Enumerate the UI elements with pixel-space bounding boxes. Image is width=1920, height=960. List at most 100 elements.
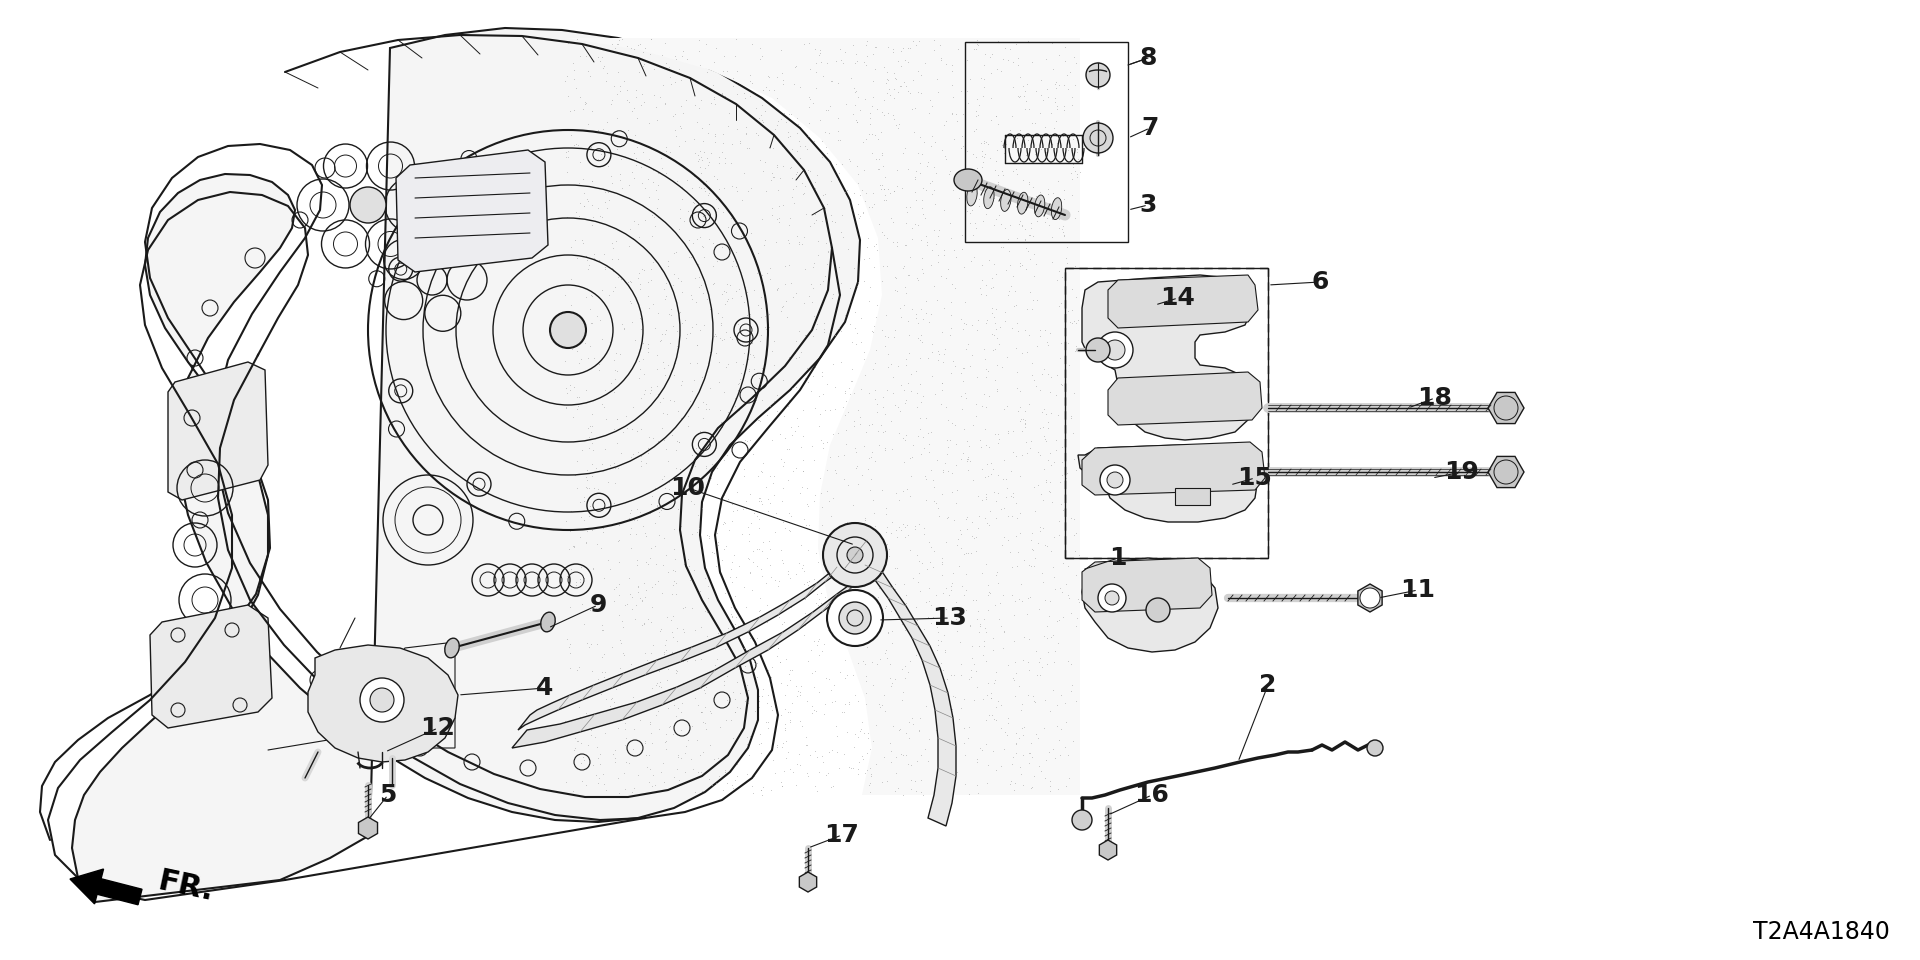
Point [914,581,945,596]
Point [781,126,812,141]
Text: 5: 5 [380,783,397,807]
Point [1008,552,1039,567]
Point [948,360,979,375]
Point [893,714,924,730]
Point [900,648,931,663]
Point [862,404,893,420]
Point [791,737,822,753]
Point [637,768,668,783]
Point [668,625,699,640]
Point [933,786,964,802]
Point [891,204,922,220]
Point [682,698,712,713]
Point [914,315,945,330]
Point [887,747,918,762]
Point [931,152,962,167]
Point [820,462,851,477]
Point [854,449,885,465]
Point [870,600,900,615]
Point [741,656,772,671]
Ellipse shape [1052,198,1062,220]
Point [783,348,814,364]
Point [1060,258,1091,274]
Point [637,228,668,244]
Point [829,697,860,712]
Point [941,595,972,611]
Point [950,545,981,561]
Point [1014,228,1044,243]
Point [1060,567,1091,583]
Point [824,322,854,337]
Point [659,277,689,293]
Point [657,689,687,705]
Point [707,552,737,567]
Point [680,168,710,183]
Point [1056,684,1087,699]
Point [847,714,877,730]
Point [854,760,885,776]
Point [847,134,877,150]
Point [793,289,824,304]
Point [995,776,1025,791]
Point [776,570,806,586]
Point [1064,164,1094,180]
Point [837,612,868,628]
Point [783,138,814,154]
Point [902,330,933,346]
Point [925,37,956,53]
Point [975,690,1006,706]
Point [636,614,666,630]
Point [851,615,881,631]
Point [678,191,708,206]
Point [774,566,804,582]
Point [816,682,847,697]
Point [801,80,831,95]
Point [1031,210,1062,226]
Point [839,441,870,456]
Point [724,133,755,149]
Point [895,450,925,466]
Point [588,247,618,262]
Point [607,272,637,287]
Point [766,65,797,81]
Point [1004,413,1035,428]
Point [797,294,828,309]
Point [818,427,849,443]
Point [584,356,614,372]
Point [1018,694,1048,709]
Point [845,416,876,431]
Point [768,72,799,87]
Point [1062,204,1092,219]
Point [814,98,845,113]
Ellipse shape [954,169,981,191]
Point [793,141,824,156]
Point [595,691,626,707]
Point [1046,455,1077,470]
Point [816,173,847,188]
Point [801,180,831,196]
Point [551,287,582,302]
Point [618,689,649,705]
Point [841,461,872,476]
Point [843,266,874,281]
Point [674,250,705,265]
Point [712,492,743,507]
Point [747,682,778,697]
Point [925,51,956,66]
Point [924,733,954,749]
Point [737,76,768,91]
Point [745,745,776,760]
Point [941,612,972,627]
Point [753,714,783,730]
Point [687,394,718,409]
Point [954,204,985,220]
Point [948,259,979,275]
Point [589,777,620,792]
Point [904,410,935,425]
Point [776,142,806,157]
Point [787,718,818,733]
Point [900,184,931,200]
Point [839,687,870,703]
Point [735,88,766,104]
Point [964,508,995,523]
